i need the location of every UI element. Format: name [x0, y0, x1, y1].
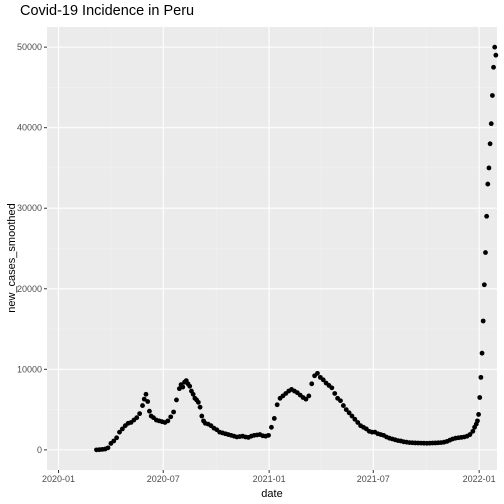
major-gridlines [47, 27, 497, 470]
data-point [114, 435, 120, 441]
data-point [269, 424, 274, 430]
chart-title: Covid-19 Incidence in Peru [20, 3, 194, 19]
data-point [168, 414, 174, 420]
data-point [475, 418, 480, 424]
y-axis: 0 10000 20000 30000 40000 50000 [17, 42, 47, 455]
data-point [346, 410, 352, 416]
x-axis-title: date [261, 488, 282, 500]
data-point [338, 398, 343, 404]
data-point [147, 408, 152, 414]
data-point [478, 374, 484, 380]
data-point [340, 403, 346, 408]
x-tick-label: 2022-01 [463, 474, 496, 484]
data-point [143, 391, 149, 397]
data-point [171, 409, 176, 415]
y-tick-label: 10000 [17, 364, 42, 374]
data-point [476, 412, 481, 417]
data-point [349, 413, 355, 419]
y-tick-label: 40000 [17, 123, 42, 133]
data-point [195, 399, 201, 405]
x-tick-label: 2021-01 [253, 474, 286, 484]
data-point [199, 413, 205, 419]
data-point [329, 385, 335, 391]
data-point [145, 399, 151, 404]
data-point [174, 397, 179, 403]
data-point [117, 429, 122, 435]
data-point [477, 395, 483, 400]
data-point [355, 420, 361, 425]
data-point [315, 370, 320, 376]
y-tick-label: 30000 [17, 203, 42, 213]
y-axis-title: new_cases_smoothed [6, 203, 18, 312]
data-point [111, 438, 117, 444]
data-point [271, 416, 277, 421]
y-tick-label: 20000 [17, 284, 42, 294]
data-point [134, 415, 140, 421]
data-point [343, 407, 349, 412]
x-axis: 2020-01 2020-07 2021-01 2021-07 2022-01 [42, 470, 496, 484]
data-point [306, 393, 312, 399]
data-point [332, 391, 338, 396]
data-point [303, 396, 309, 402]
x-tick-label: 2021-07 [357, 474, 390, 484]
data-point [190, 391, 196, 397]
minor-gridlines [47, 27, 497, 470]
data-point [492, 44, 498, 50]
data-point [137, 411, 143, 417]
data-point [320, 377, 326, 383]
data-point [309, 381, 315, 387]
y-tick-label: 0 [37, 445, 42, 455]
data-point [489, 93, 495, 98]
data-point [487, 141, 493, 147]
x-tick-label: 2020-01 [42, 474, 75, 484]
x-tick-label: 2020-07 [147, 474, 180, 484]
data-point [485, 181, 491, 187]
data-point [165, 418, 171, 424]
data-point [352, 416, 358, 422]
data-point [491, 64, 496, 70]
data-point [197, 404, 203, 410]
data-point [481, 282, 487, 288]
data-point [141, 396, 147, 402]
data-point [105, 445, 111, 451]
y-tick-label: 50000 [17, 42, 42, 52]
data-point [486, 165, 492, 171]
data-point [119, 426, 125, 432]
data-point [480, 318, 486, 324]
data-point [484, 213, 490, 219]
data-point [493, 52, 499, 58]
data-point [467, 432, 473, 437]
data-point [479, 350, 485, 356]
data-point [266, 432, 271, 438]
data-point [274, 402, 280, 408]
data-point [483, 250, 488, 255]
data-point [180, 384, 186, 390]
data-point [140, 403, 145, 408]
data-point [187, 383, 193, 389]
data-point [488, 121, 494, 127]
data-points [94, 44, 499, 453]
data-point [470, 428, 476, 434]
